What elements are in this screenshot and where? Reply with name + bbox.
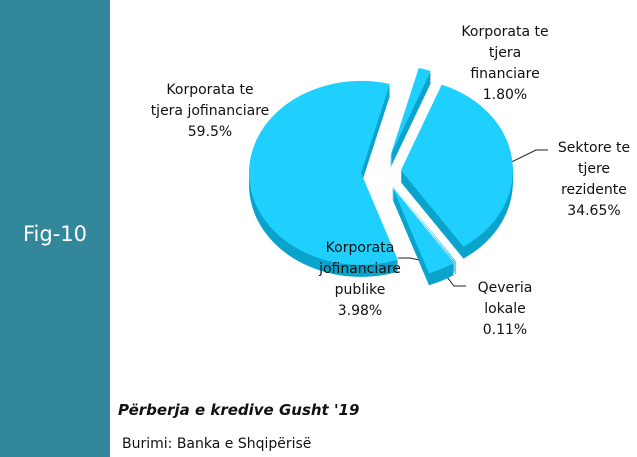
slice [389, 67, 431, 157]
value-label: 3.98% [337, 303, 383, 319]
figure-label: Fig-10 [22, 222, 87, 246]
category-label: Qeveria lokale [477, 280, 533, 317]
category-label: Korporata te tjera financiare [461, 24, 549, 82]
slice [393, 185, 457, 262]
slice-label: Korporata te tjera jofinanciare 59.5% [150, 80, 270, 143]
value-label: 0.11% [482, 322, 528, 338]
value-label: 59.5% [187, 124, 233, 140]
value-label: 1.80% [482, 87, 528, 103]
category-label: Korporata jofinanciare publike [319, 240, 401, 298]
slice-label: Korporata te tjera financiare 1.80% [455, 22, 555, 106]
slice-depth [393, 187, 457, 264]
slice [249, 80, 398, 265]
value-label: 34.65% [567, 203, 621, 219]
slice-label: Sektore te tjere rezidente 34.65% [550, 138, 637, 222]
slice [400, 84, 513, 247]
slice-label: Qeveria lokale 0.11% [466, 278, 544, 341]
category-label: Korporata te tjera jofinanciare [150, 82, 270, 119]
side-bar [0, 0, 110, 457]
slice-label: Korporata jofinanciare publike 3.98% [300, 238, 420, 322]
category-label: Sektore te tjere rezidente [557, 140, 631, 198]
chart-title: Përberja e kredive Gusht '19 [118, 401, 360, 419]
slice [392, 186, 454, 274]
source: Burimi: Banka e Shqipërisë [122, 436, 312, 452]
